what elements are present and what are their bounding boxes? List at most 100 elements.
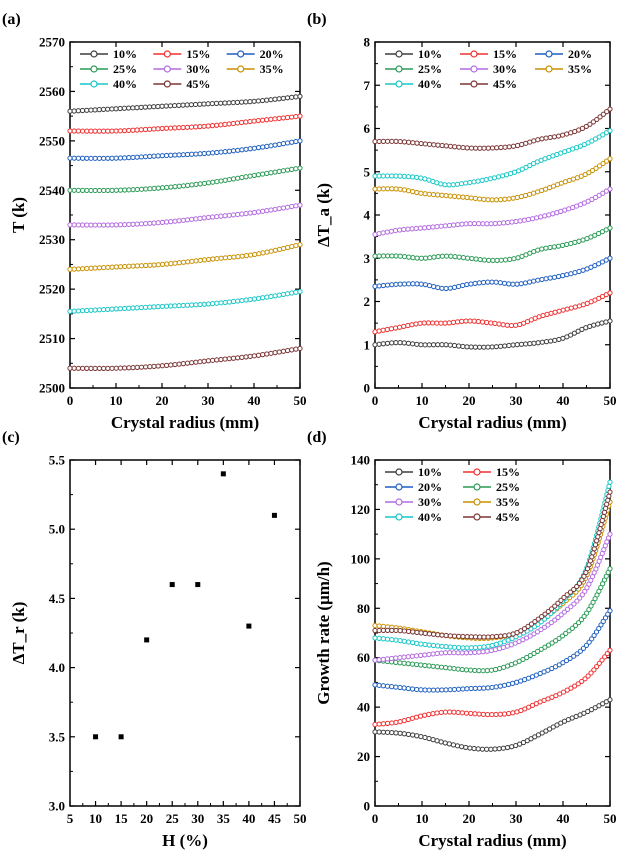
series-marker xyxy=(476,668,482,674)
series-marker xyxy=(71,266,77,272)
series-marker xyxy=(434,320,440,326)
series-marker xyxy=(605,497,611,503)
series-30pct xyxy=(372,186,613,238)
series-marker xyxy=(559,633,566,639)
series-marker xyxy=(210,300,216,307)
y-tick-label: 1 xyxy=(364,337,371,352)
series-marker xyxy=(494,145,500,151)
series-marker xyxy=(434,223,440,230)
series-marker xyxy=(551,274,558,280)
series-marker xyxy=(88,365,94,371)
series-marker xyxy=(376,173,382,179)
series-marker xyxy=(125,105,132,111)
series-marker xyxy=(607,531,613,537)
series-marker xyxy=(372,342,378,348)
series-marker xyxy=(372,173,378,179)
series-marker xyxy=(418,140,424,147)
series-marker xyxy=(506,342,512,349)
series-marker xyxy=(509,744,515,750)
series-marker xyxy=(443,687,449,693)
series-marker xyxy=(418,733,424,740)
series-marker xyxy=(426,687,432,693)
series-marker xyxy=(230,176,237,182)
series-marker xyxy=(405,226,411,232)
series-marker xyxy=(426,141,433,147)
series-marker xyxy=(75,308,81,314)
series-marker xyxy=(547,134,553,141)
series-marker xyxy=(134,263,140,269)
series-marker xyxy=(571,586,577,593)
series-marker xyxy=(545,642,552,648)
series-marker xyxy=(201,101,207,107)
series-marker xyxy=(218,255,224,261)
legend-label: 40% xyxy=(418,77,442,91)
series-marker xyxy=(376,231,382,237)
series-marker xyxy=(471,745,477,752)
legend-label: 15% xyxy=(496,465,520,479)
series-marker xyxy=(121,155,128,161)
series-marker xyxy=(409,686,416,692)
series-marker xyxy=(405,340,412,346)
series-marker xyxy=(471,179,477,185)
series-marker xyxy=(155,304,161,310)
series-marker xyxy=(372,729,378,735)
series-marker xyxy=(206,256,212,263)
series-marker xyxy=(451,633,458,639)
series-marker xyxy=(289,114,295,120)
series-marker xyxy=(284,204,291,210)
series-marker xyxy=(188,124,195,130)
series-marker xyxy=(276,349,282,355)
legend-swatch-marker xyxy=(90,65,98,73)
series-marker xyxy=(426,342,432,348)
series-marker xyxy=(539,276,545,283)
series-marker xyxy=(397,227,403,233)
series-marker xyxy=(159,219,166,225)
series-marker xyxy=(451,193,458,199)
series-marker xyxy=(126,187,132,193)
series-marker xyxy=(289,166,295,172)
series-marker xyxy=(201,215,207,221)
legend-label: 40% xyxy=(418,510,442,524)
series-marker xyxy=(388,326,395,332)
series-marker xyxy=(477,145,483,151)
series-marker xyxy=(197,301,203,308)
series-marker xyxy=(109,222,115,228)
series-marker xyxy=(446,222,453,229)
series-marker xyxy=(393,281,399,287)
series-marker xyxy=(230,298,237,305)
series-marker xyxy=(222,177,228,183)
series-marker xyxy=(405,188,412,194)
series-marker xyxy=(284,347,291,354)
series-marker xyxy=(472,344,479,350)
series-marker xyxy=(604,109,610,115)
series-marker xyxy=(134,186,140,193)
series-marker xyxy=(603,158,610,164)
series-marker xyxy=(529,216,536,222)
series-marker xyxy=(247,173,253,179)
series-marker xyxy=(514,194,520,201)
series-marker xyxy=(235,211,241,218)
series-marker xyxy=(117,105,123,112)
series-marker xyxy=(464,645,470,651)
series-marker xyxy=(598,521,604,528)
series-marker xyxy=(164,261,170,267)
series-marker xyxy=(511,256,517,262)
x-tick-label: 30 xyxy=(202,393,215,408)
legend-label: 30% xyxy=(186,62,210,76)
series-marker xyxy=(134,364,140,370)
series-marker xyxy=(455,650,461,656)
series-marker xyxy=(409,661,416,667)
series-marker xyxy=(243,297,249,303)
series-marker xyxy=(184,360,191,366)
legend-label: 30% xyxy=(418,495,442,509)
series-marker xyxy=(485,344,491,350)
series-marker xyxy=(607,318,613,324)
legend-label: 45% xyxy=(493,77,517,91)
legend-label: 35% xyxy=(260,62,284,76)
scatter-point xyxy=(195,582,201,588)
series-marker xyxy=(435,192,441,198)
series-marker xyxy=(401,654,407,660)
series-marker xyxy=(463,318,469,324)
series-marker xyxy=(480,649,486,655)
series-marker xyxy=(264,117,270,123)
